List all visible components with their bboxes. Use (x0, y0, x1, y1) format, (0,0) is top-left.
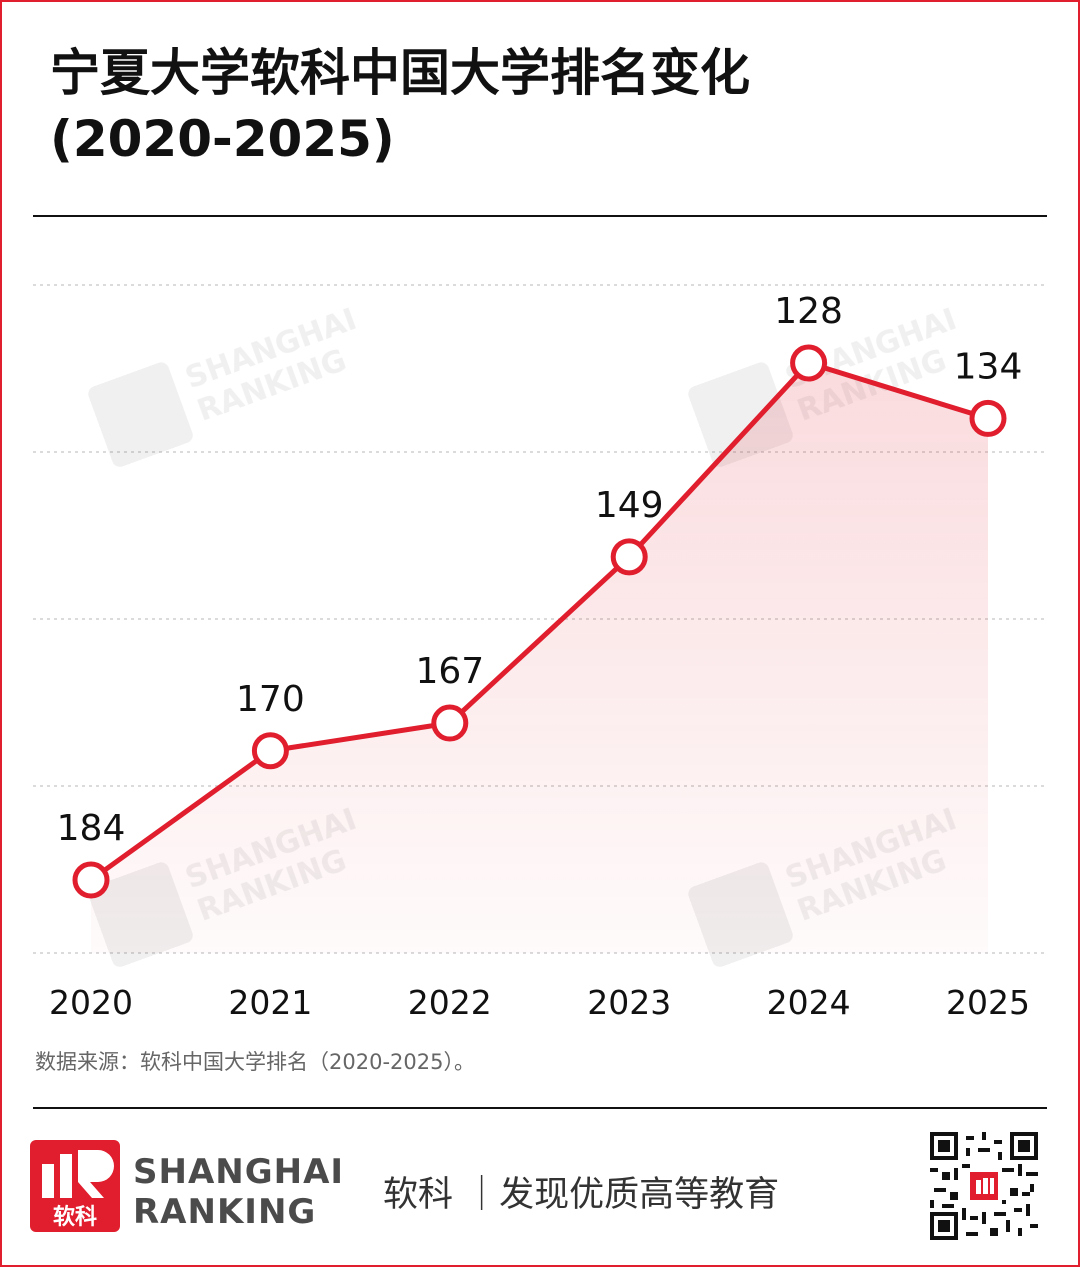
x-tick-label-2024: 2024 (767, 983, 851, 1022)
title-line-1: 宁夏大学软科中国大学排名变化 (50, 44, 750, 102)
x-tick-label-2023: 2023 (587, 983, 671, 1022)
data-point-2025[interactable] (969, 399, 1007, 437)
x-tick-label-2020: 2020 (49, 983, 133, 1022)
page-title: 宁夏大学软科中国大学排名变化 (2020-2025) (50, 40, 750, 172)
data-label-2022: 167 (415, 651, 484, 692)
x-tick-label-2021: 2021 (228, 983, 312, 1022)
data-label-2024: 128 (774, 291, 843, 332)
rank-area-fill (91, 363, 988, 953)
title-line-2: (2020-2025) (50, 110, 395, 168)
data-label-2025: 134 (954, 346, 1023, 387)
data-point-2022[interactable] (431, 704, 469, 742)
slogan: 软科 ｜发现优质高等教育 (383, 1175, 780, 1215)
data-label-2020: 184 (57, 808, 126, 849)
shanghai-ranking-logo: 软科 (30, 1140, 120, 1232)
brand-line-2: RANKING (133, 1192, 317, 1232)
data-source-note: 数据来源：软科中国大学排名（2020-2025）。 (35, 1050, 475, 1074)
logo-cn-text: 软科 (53, 1204, 97, 1230)
data-point-2023[interactable] (610, 538, 648, 576)
data-point-2021[interactable] (251, 732, 289, 770)
data-point-2020[interactable] (72, 861, 110, 899)
brand-line-1: SHANGHAI (133, 1152, 345, 1192)
data-label-2021: 170 (236, 679, 305, 720)
x-tick-label-2025: 2025 (946, 983, 1030, 1022)
watermark-logo: SHANGHAI RANKING (88, 302, 361, 467)
bottom-divider (33, 1107, 1047, 1109)
brand-wordmark: SHANGHAI RANKING (133, 1152, 344, 1232)
x-tick-label-2022: 2022 (408, 983, 492, 1022)
data-label-2023: 149 (595, 485, 664, 526)
data-point-2024[interactable] (790, 344, 828, 382)
top-divider (33, 215, 1047, 217)
rank-series-line (89, 360, 989, 883)
qr-code-icon[interactable] (930, 1132, 1038, 1240)
